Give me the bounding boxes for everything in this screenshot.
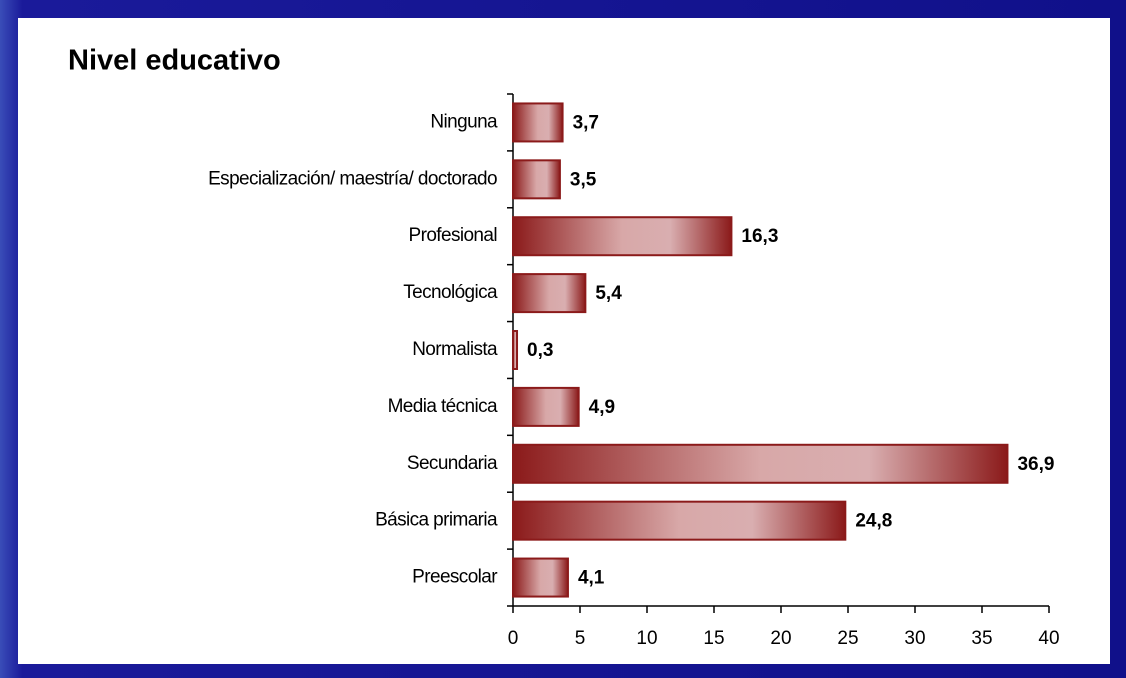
x-tick-label: 30 xyxy=(904,628,925,649)
bar xyxy=(512,443,1009,484)
x-tick-label: 25 xyxy=(837,628,858,649)
data-label: 0,3 xyxy=(527,340,553,361)
data-label: 3,7 xyxy=(573,112,599,133)
x-tick-label: 40 xyxy=(1038,628,1059,649)
bar xyxy=(512,216,733,257)
data-label: 5,4 xyxy=(595,283,622,304)
chart-title: Nivel educativo xyxy=(68,45,281,77)
data-label: 16,3 xyxy=(741,226,778,247)
data-label: 36,9 xyxy=(1017,454,1054,475)
bar xyxy=(512,330,519,370)
bar xyxy=(512,273,587,314)
x-tick-label: 15 xyxy=(703,628,724,649)
panel xyxy=(18,18,1110,664)
x-tick-label: 5 xyxy=(575,628,586,649)
y-tick-label: Normalista xyxy=(412,339,498,360)
bar xyxy=(512,386,580,427)
data-label: 4,9 xyxy=(589,397,615,418)
data-label: 24,8 xyxy=(855,511,892,532)
bar xyxy=(512,102,564,143)
y-tick-label: Media técnica xyxy=(388,396,498,417)
y-tick-label: Ninguna xyxy=(430,111,498,132)
y-tick-label: Especialización/ maestría/ doctorado xyxy=(208,168,497,189)
y-tick-label: Tecnológica xyxy=(403,282,498,303)
data-label: 3,5 xyxy=(570,169,597,190)
y-tick-label: Básica primaria xyxy=(375,510,498,531)
y-tick-label: Secundaria xyxy=(407,453,498,474)
x-tick-label: 10 xyxy=(636,628,657,649)
y-tick-label: Profesional xyxy=(409,225,497,246)
x-tick-label: 0 xyxy=(508,628,519,649)
bar xyxy=(512,159,561,200)
x-tick-label: 20 xyxy=(770,628,791,649)
x-tick-label: 35 xyxy=(971,628,992,649)
bar xyxy=(512,557,569,598)
y-tick-label: Preescolar xyxy=(412,567,498,588)
data-label: 4,1 xyxy=(578,568,605,589)
bar xyxy=(512,500,847,541)
